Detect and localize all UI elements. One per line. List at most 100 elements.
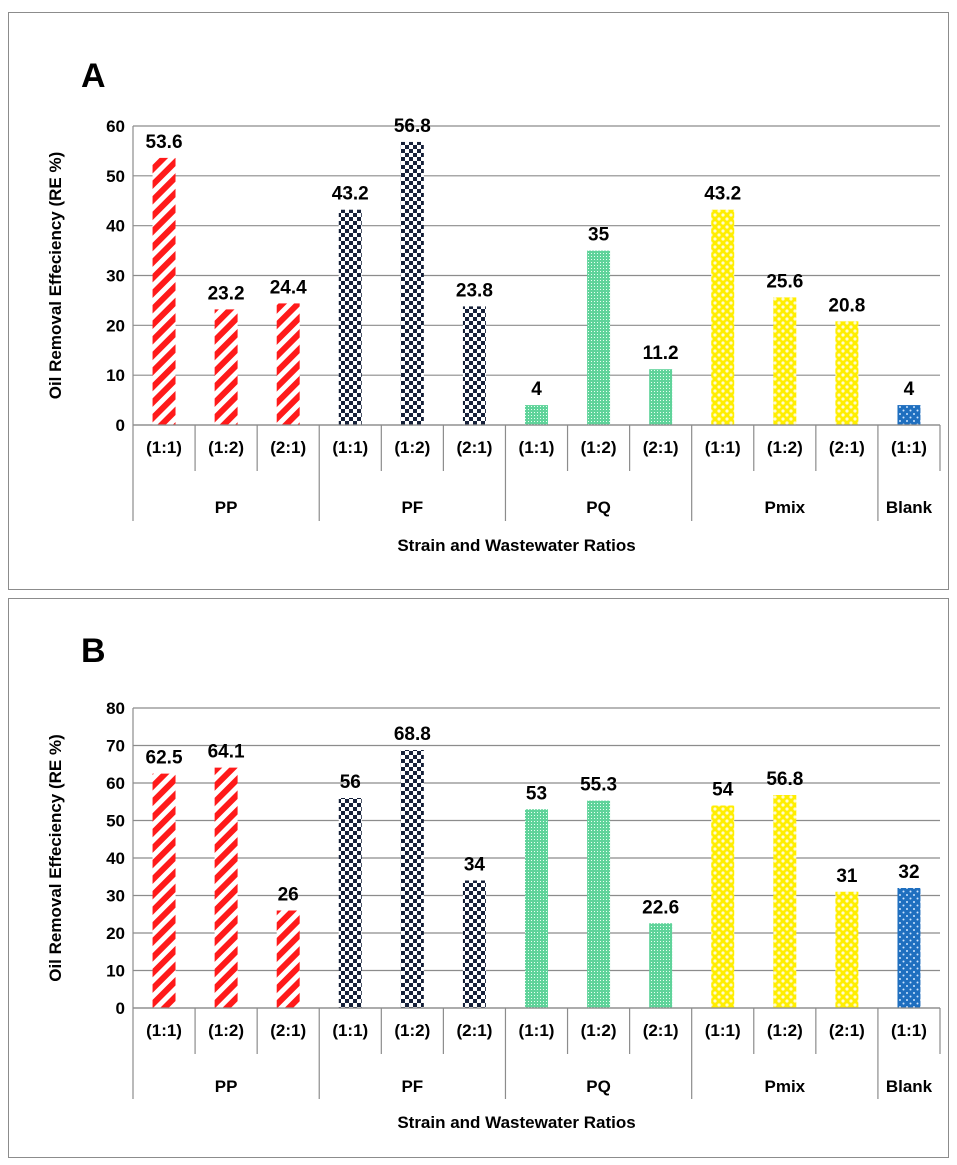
x-tick-label: (1:2) [394,438,430,457]
bar-pq-3 [649,369,673,425]
x-tick-label: (1:1) [705,438,741,457]
group-label-pp: PP [215,498,238,517]
group-label-pf: PF [401,1077,423,1096]
bar-pmix-2 [773,297,797,425]
bar-pp-1 [152,157,176,426]
data-label: 56 [340,772,361,793]
y-tick-label: 60 [106,117,125,136]
data-label: 62.5 [146,748,183,769]
x-tick-label: (2:1) [829,1021,865,1040]
bar-pp-1 [152,773,176,1008]
y-tick-label: 20 [106,316,125,335]
bar-pq-2 [587,800,611,1008]
y-tick-label: 0 [116,416,125,435]
chart-panel-a: A 0 10 20 30 40 50 60 53.6 (1:1) 23.2 (1:2) 24.4 (2:1… [8,12,949,590]
data-label: 34 [464,855,486,876]
chart-a-svg: A 0 10 20 30 40 50 60 53.6 (1:1) 23.2 (1:2) 24.4 (2:1… [46,57,941,555]
x-tick-label: (2:1) [270,1021,306,1040]
x-tick-label: (1:2) [208,438,244,457]
data-label: 26 [278,885,299,906]
bar-pf-1 [338,209,362,425]
bar-pp-2 [214,767,238,1008]
x-tick-label: (1:1) [332,438,368,457]
y-tick-label: 50 [106,167,125,186]
x-axis-title: Strain and Wastewater Ratios [397,536,635,555]
y-tick-label: 20 [106,924,125,943]
x-tick-label: (2:1) [643,438,679,457]
y-tick-label: 40 [106,217,125,236]
group-label-pq: PQ [586,1077,611,1096]
data-label: 53.6 [146,132,183,153]
bar-pq-3 [649,923,673,1008]
data-label: 20.8 [828,295,865,316]
y-tick-label: 10 [106,962,125,981]
bar-pq-2 [587,250,611,425]
panel-letter: B [81,632,106,670]
x-tick-label: (1:1) [332,1021,368,1040]
x-tick-label: (1:1) [519,1021,555,1040]
data-label: 25.6 [766,271,803,292]
x-tick-label: (1:1) [146,1021,182,1040]
group-label-pp: PP [215,1077,238,1096]
y-tick-label: 10 [106,366,125,385]
x-tick-label: (1:1) [891,1021,927,1040]
bar-pf-2 [400,141,424,426]
bar-pq-1 [525,809,548,1008]
x-tick-label: (2:1) [643,1021,679,1040]
data-label: 22.6 [642,897,679,918]
bar-blank-1 [897,888,921,1008]
data-label: 4 [531,379,542,400]
bar-pmix-3 [835,891,859,1008]
data-label: 24.4 [270,277,307,298]
data-label: 43.2 [704,184,741,205]
x-tick-label: (1:1) [705,1021,741,1040]
x-tick-label: (1:2) [208,1021,244,1040]
x-tick-label: (1:1) [519,438,555,457]
data-label: 68.8 [394,724,431,745]
y-tick-label: 60 [106,774,125,793]
group-label-pq: PQ [586,498,611,517]
group-label-blank: Blank [886,1077,933,1096]
data-label: 32 [898,862,919,883]
chart-b-svg: B 0 10 20 30 40 50 60 70 80 62.5 (1:1) 64.1 (1:2) 26 (2… [46,632,941,1132]
panel-letter: A [81,57,106,95]
data-label: 31 [836,866,858,887]
x-tick-label: (1:2) [767,1021,803,1040]
x-tick-label: (2:1) [829,438,865,457]
data-label: 23.2 [208,283,245,304]
data-label: 4 [904,379,915,400]
group-label-pmix: Pmix [764,498,805,517]
y-axis-title: Oil Removal Effeciency (RE %) [46,734,65,982]
data-label: 56.8 [394,116,431,137]
x-tick-label: (1:2) [394,1021,430,1040]
x-tick-label: (2:1) [456,1021,492,1040]
data-label: 55.3 [580,775,617,796]
group-label-pmix: Pmix [764,1077,805,1096]
y-tick-label: 70 [106,737,125,756]
x-tick-label: (1:1) [891,438,927,457]
y-tick-label: 0 [116,999,125,1018]
data-label: 11.2 [643,343,679,364]
bar-pf-3 [462,306,486,425]
data-label: 56.8 [766,769,803,790]
bar-pp-2 [214,309,238,425]
bar-pp-3 [276,910,300,1008]
data-label: 43.2 [332,184,369,205]
bar-pf-1 [338,798,362,1008]
x-axis-title: Strain and Wastewater Ratios [397,1113,635,1132]
data-label: 35 [588,225,610,246]
bar-blank-1 [897,405,921,425]
x-tick-label: (1:1) [146,438,182,457]
bar-pmix-2 [773,795,797,1008]
bar-pmix-1 [711,209,735,425]
y-tick-label: 30 [106,267,125,286]
bar-pq-1 [525,405,548,425]
data-label: 23.8 [456,280,493,301]
data-label: 64.1 [208,742,245,763]
x-tick-label: (2:1) [270,438,306,457]
bar-pf-2 [400,750,424,1008]
y-tick-label: 30 [106,887,125,906]
x-tick-label: (2:1) [456,438,492,457]
y-tick-label: 40 [106,849,125,868]
x-tick-label: (1:2) [581,438,617,457]
